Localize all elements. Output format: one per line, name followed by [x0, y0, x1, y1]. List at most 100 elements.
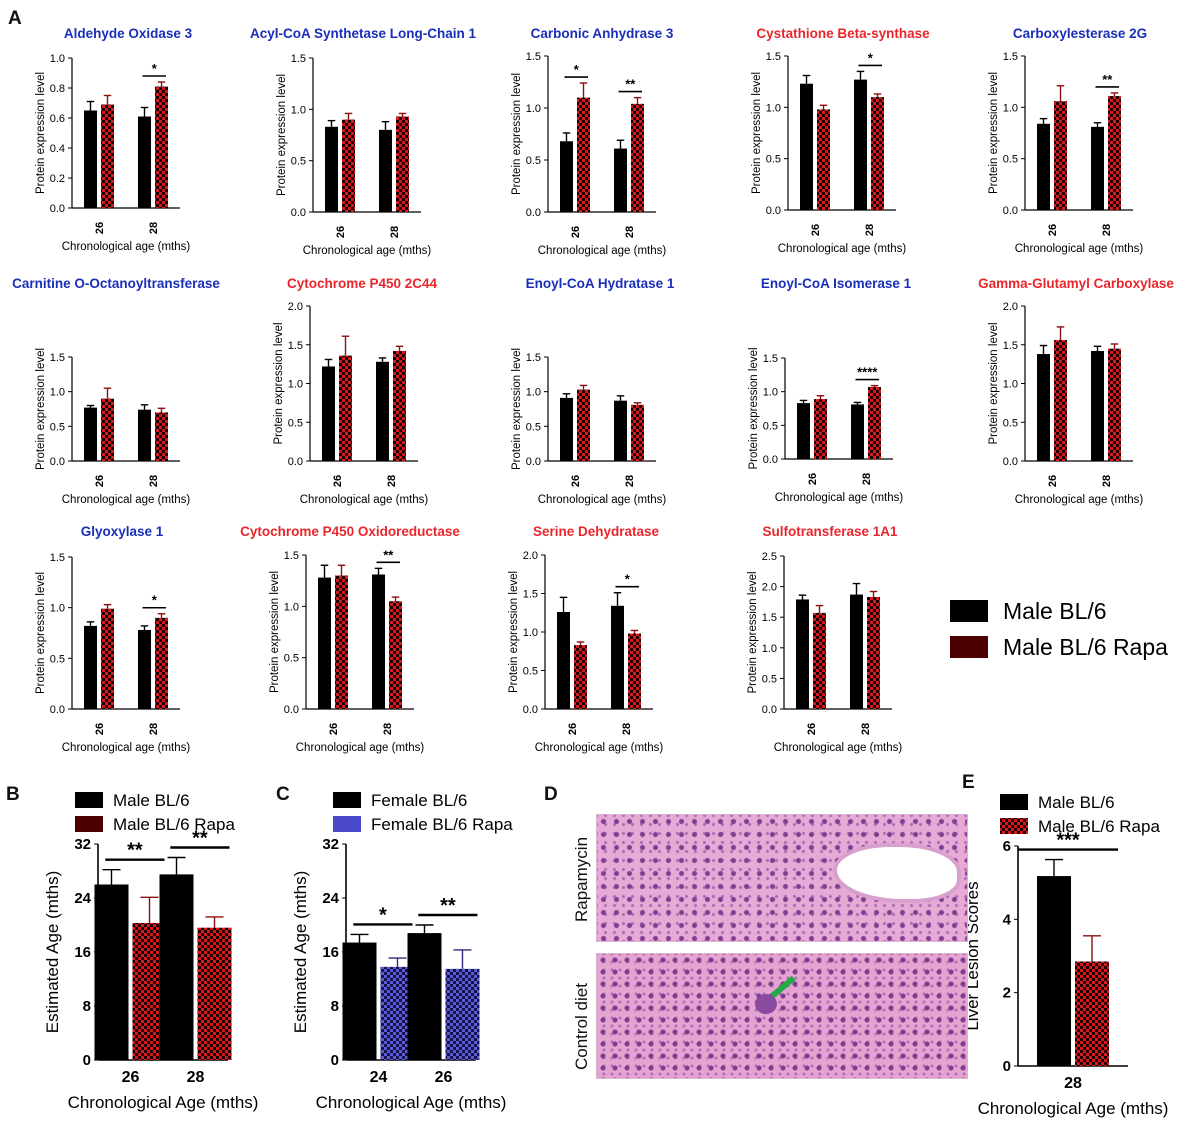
x-axis-label: Chronological age (mths): [778, 243, 907, 255]
x-axis-label: Chronological age (mths): [296, 742, 425, 754]
bar: [1054, 101, 1067, 210]
y-tick-label: 0.5: [766, 154, 781, 166]
histology-rapamycin-image: [596, 814, 968, 942]
bar: [372, 574, 385, 709]
y-axis-label: Protein expression level: [988, 322, 1000, 444]
x-tick-label: 26: [1047, 224, 1059, 236]
y-tick-label: 0: [1003, 1058, 1011, 1075]
bar: [1108, 96, 1121, 210]
x-tick-label: 28: [1101, 224, 1113, 236]
y-tick-label: 0.5: [1003, 154, 1018, 166]
significance-stars: **: [440, 895, 456, 917]
chart-A6: Carnitine O-Octanoyltransferase 0.0 0.5 1.0…: [12, 276, 220, 506]
y-tick-label: 0.0: [766, 205, 781, 217]
y-tick-label: 1.5: [288, 340, 303, 352]
y-tick-label: 2: [1003, 985, 1011, 1002]
bar: [335, 575, 348, 709]
x-tick-label: 28: [386, 475, 398, 487]
legend-swatch: [1000, 794, 1028, 810]
significance-stars: **: [383, 547, 394, 562]
y-tick-label: 0.5: [50, 653, 65, 665]
legend-c: Female BL/6 Female BL/6 Rapa: [333, 791, 513, 834]
bar: [814, 399, 827, 459]
significance-stars: *: [152, 61, 158, 76]
bar: [325, 126, 338, 212]
y-tick-label: 1.0: [50, 387, 65, 399]
y-axis-label: Protein expression level: [35, 72, 47, 194]
y-axis-label: Protein expression level: [273, 322, 285, 444]
y-tick-label: 1.5: [523, 589, 538, 601]
y-axis-label: Protein expression level: [748, 347, 760, 469]
y-tick-label: 1.5: [766, 51, 781, 63]
bar: [850, 594, 863, 709]
significance-stars: *: [625, 572, 631, 587]
chart-B: 0 8 16 24 32 Estimated Age (mths) 26 ** 28 ** Chro…: [43, 828, 258, 1113]
y-tick-label: 0.0: [50, 704, 65, 716]
x-tick-label: 24: [370, 1069, 388, 1086]
y-tick-label: 0.0: [526, 207, 541, 219]
chart-title: Cytochrome P450 Oxidoreductase: [240, 524, 460, 539]
bar: [376, 361, 389, 461]
y-tick-label: 6: [1003, 838, 1011, 855]
x-tick-label: 28: [621, 723, 633, 735]
bar: [197, 927, 232, 1060]
bar: [577, 97, 590, 212]
bar: [560, 141, 573, 212]
panel-letter-e: E: [962, 772, 975, 793]
bar: [322, 366, 335, 461]
legend-swatch: [75, 792, 103, 808]
x-axis-label: Chronological age (mths): [775, 492, 904, 504]
x-tick-label: 26: [570, 226, 582, 238]
x-axis-label: Chronological Age (mths): [316, 1093, 507, 1112]
bar: [868, 386, 881, 459]
bar: [101, 608, 114, 709]
chart-A9: Enoyl-CoA Isomerase 1 0.0 0.5 1.0 1.5Protein…: [748, 276, 912, 504]
bar: [1037, 123, 1050, 210]
bar: [445, 968, 480, 1060]
y-tick-label: 1.0: [288, 379, 303, 391]
y-tick-label: 1.5: [526, 51, 541, 63]
y-tick-label: 0.0: [762, 704, 777, 716]
y-axis-label: Protein expression level: [751, 72, 763, 194]
bar: [342, 119, 355, 212]
legend-label: Female BL/6: [371, 791, 467, 810]
chart-title: Glyoxylase 1: [81, 524, 164, 539]
chart-title: Carboxylesterase 2G: [1013, 26, 1147, 41]
x-tick-label: 28: [860, 723, 872, 735]
panel-letter-c: C: [276, 784, 290, 805]
x-tick-label: 28: [864, 224, 876, 236]
x-tick-label: 26: [332, 475, 344, 487]
x-tick-label: 26: [806, 723, 818, 735]
legend-swatch: [333, 816, 361, 832]
panel-letter-a: A: [8, 8, 22, 29]
bar: [871, 97, 884, 210]
y-tick-label: 1.5: [50, 352, 65, 364]
y-tick-label: 0.5: [762, 673, 777, 685]
x-axis-label: Chronological age (mths): [300, 494, 429, 506]
y-tick-label: 1.0: [284, 601, 299, 613]
y-axis-label: Estimated Age (mths): [291, 871, 310, 1034]
x-axis-label: Chronological age (mths): [535, 742, 664, 754]
x-tick-label: 26: [122, 1069, 140, 1086]
bar: [560, 397, 573, 461]
x-tick-label: 28: [148, 475, 160, 487]
x-tick-label: 28: [624, 226, 636, 238]
y-tick-label: 0.5: [526, 421, 541, 433]
x-tick-label: 26: [1047, 475, 1059, 487]
y-tick-label: 0.0: [284, 704, 299, 716]
x-axis-label: Chronological Age (mths): [68, 1093, 259, 1112]
significance-stars: *: [574, 62, 580, 77]
y-tick-label: 16: [74, 944, 91, 961]
y-tick-label: 0.0: [523, 704, 538, 716]
y-tick-label: 0.5: [763, 420, 778, 432]
y-tick-label: 2.0: [1003, 301, 1018, 313]
chart-title: Sulfotransferase 1A1: [762, 524, 898, 539]
y-tick-label: 0.5: [1003, 417, 1018, 429]
significance-stars: *: [868, 50, 874, 65]
bar: [389, 601, 402, 709]
y-tick-label: 1.5: [762, 612, 777, 624]
y-tick-label: 0.5: [526, 155, 541, 167]
legend-label: Male BL/6 Rapa: [1038, 817, 1160, 836]
y-axis-label: Protein expression level: [511, 348, 523, 470]
significance-stars: ***: [1056, 830, 1080, 852]
